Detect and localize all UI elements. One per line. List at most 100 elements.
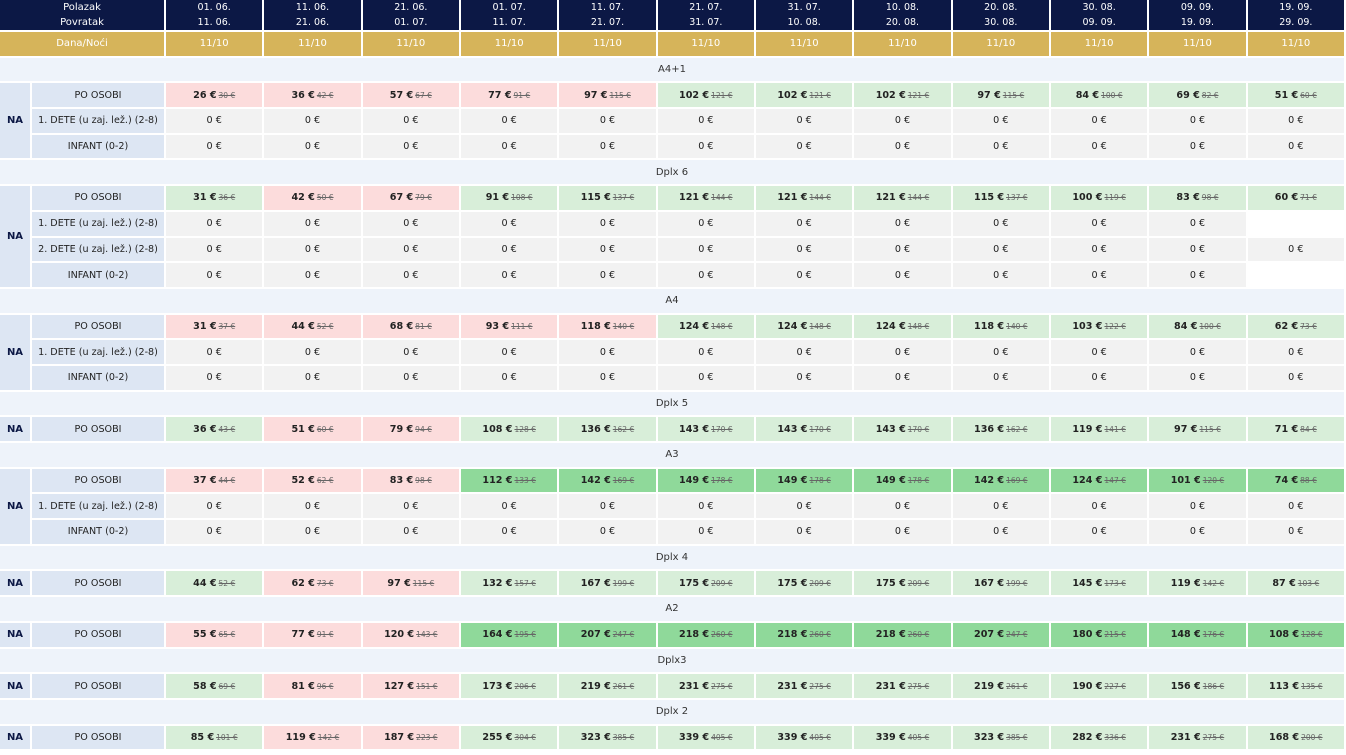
price-cell: 77 €91 € (461, 83, 558, 108)
price-cell: 0 € (461, 237, 558, 262)
days-nights-value: 11/10 (1247, 32, 1344, 56)
section-title: Dplx 2 (0, 699, 1344, 724)
section-title: Dplx 6 (0, 160, 1344, 185)
price-cell: 0 € (1149, 365, 1246, 390)
old-price: 100 € (1101, 90, 1123, 100)
old-price: 260 € (907, 630, 930, 640)
departure-date: 20. 08. (984, 2, 1018, 13)
days-nights-value: 11/10 (559, 32, 656, 56)
price-cell: 0 € (461, 211, 558, 236)
price-cell: 119 €142 € (264, 725, 361, 750)
old-price: 169 € (612, 476, 635, 486)
price-row: NA PO OSOBI 31 €36 €42 €50 €67 €79 €91 €10… (0, 186, 1344, 287)
price-value: 0 € (993, 141, 1009, 153)
price-cell: 0 € (952, 237, 1049, 262)
price-row: INFANT (0-2) 0 € 0 € 0 € 0 € 0 € 0 € 0 € 0 € 0 € 0… (0, 134, 1344, 159)
price-cell: 187 €223 € (362, 725, 459, 750)
current-price: 142 € (974, 475, 1005, 487)
price-cell: 0 € (952, 340, 1049, 364)
current-price: 219 € (974, 680, 1005, 692)
price-value: 0 € (501, 115, 517, 127)
old-price: 100 € (1199, 321, 1221, 331)
old-price: 176 € (1202, 630, 1225, 640)
current-price: 79 € (389, 423, 414, 435)
price-cell: 255 €304 € (461, 725, 558, 750)
price-value: 0 € (206, 346, 222, 358)
old-price: 60 € (1300, 90, 1317, 100)
old-price: 60 € (316, 424, 334, 434)
old-price: 144 € (711, 193, 733, 203)
current-price: 97 € (584, 89, 608, 101)
departure-date: 01. 07. (492, 2, 526, 13)
old-price: 69 € (218, 681, 236, 691)
current-price: 136 € (580, 423, 611, 435)
current-price: 62 € (1274, 320, 1299, 332)
price-cell: 0 € (264, 494, 361, 519)
board-type-cell: NA (0, 314, 30, 390)
price-cell: 0 € (854, 263, 951, 287)
old-price: 37 € (218, 321, 236, 331)
price-cell: 113 €135 € (1247, 674, 1344, 698)
board-type-cell: NA (0, 468, 30, 544)
price-value: 0 € (993, 218, 1009, 230)
price-value: 0 € (894, 115, 911, 127)
old-price: 385 € (612, 732, 635, 742)
price-value: 0 € (304, 526, 321, 538)
price-value: 0 € (993, 500, 1009, 512)
current-price: 102 € (679, 89, 710, 101)
price-value: 0 € (894, 243, 911, 255)
old-price: 73 € (316, 578, 334, 588)
board-type-cell: NA (0, 83, 30, 159)
price-cell: 102 €121 € (854, 83, 951, 108)
price-value: 0 € (894, 500, 911, 512)
price-value: 0 € (304, 500, 321, 512)
old-price: 385 € (1006, 732, 1028, 742)
price-cell: 74 €88 € (1247, 468, 1344, 493)
price-row: NA PO OSOBI 55 €65 €77 €91 €120 €143 €164 … (0, 622, 1344, 647)
price-cell: 219 €261 € (559, 674, 656, 698)
current-price: 51 € (291, 423, 315, 435)
price-value: 0 € (796, 243, 812, 255)
old-price: 304 € (514, 732, 536, 742)
header-row: Polazak Povratak 01. 06. 11. 06. 11. 06. 21… (0, 0, 1344, 30)
price-value: 0 € (796, 115, 812, 127)
days-nights-row: Dana/Noći 11/10 11/10 11/10 11/10 11/10 11/10… (0, 32, 1344, 56)
price-value: 0 € (403, 372, 419, 384)
price-value: 0 € (403, 218, 419, 230)
date-column-header: 21. 07. 31. 07. (657, 0, 754, 30)
price-value: 0 € (1288, 115, 1304, 127)
current-price: 67 € (389, 192, 414, 204)
old-price: 142 € (317, 732, 340, 742)
current-price: 69 € (1176, 89, 1200, 101)
price-cell: 115 €137 € (559, 186, 656, 210)
row-label: 2. DETE (u zaj. lež.) (2-8) (32, 237, 165, 262)
price-cell: 0 € (854, 109, 951, 133)
old-price: 215 € (1104, 630, 1126, 640)
current-price: 149 € (777, 475, 808, 487)
current-price: 282 € (1072, 731, 1103, 743)
price-cell: 97 €115 € (1149, 417, 1246, 441)
current-price: 108 € (482, 423, 513, 435)
current-price: 149 € (875, 475, 906, 487)
row-label: 1. DETE (u zaj. lež.) (2-8) (32, 211, 165, 236)
price-cell: 118 €140 € (559, 314, 656, 339)
price-cell: 149 €178 € (657, 468, 754, 493)
price-value: 0 € (796, 218, 812, 230)
date-column-header: 09. 09. 19. 09. (1149, 0, 1246, 30)
price-value: 0 € (1091, 346, 1107, 358)
current-price: 102 € (875, 89, 906, 101)
price-cell: 0 € (166, 237, 263, 262)
price-cell: 69 €82 € (1149, 83, 1246, 108)
old-price: 67 € (415, 90, 432, 100)
price-cell: 0 € (657, 520, 754, 544)
price-cell: 36 €43 € (166, 417, 263, 441)
old-price: 148 € (907, 321, 930, 331)
price-value: 0 € (698, 141, 714, 153)
price-cell: 0 € (362, 109, 459, 133)
old-price: 79 € (415, 193, 432, 203)
price-cell: 0 € (1247, 134, 1344, 159)
price-cell: 339 €405 € (657, 725, 754, 750)
old-price: 144 € (809, 193, 831, 203)
old-price: 121 € (711, 90, 733, 100)
price-row: 1. DETE (u zaj. lež.) (2-8) 0 € 0 € 0 € 0 € 0… (0, 340, 1344, 364)
